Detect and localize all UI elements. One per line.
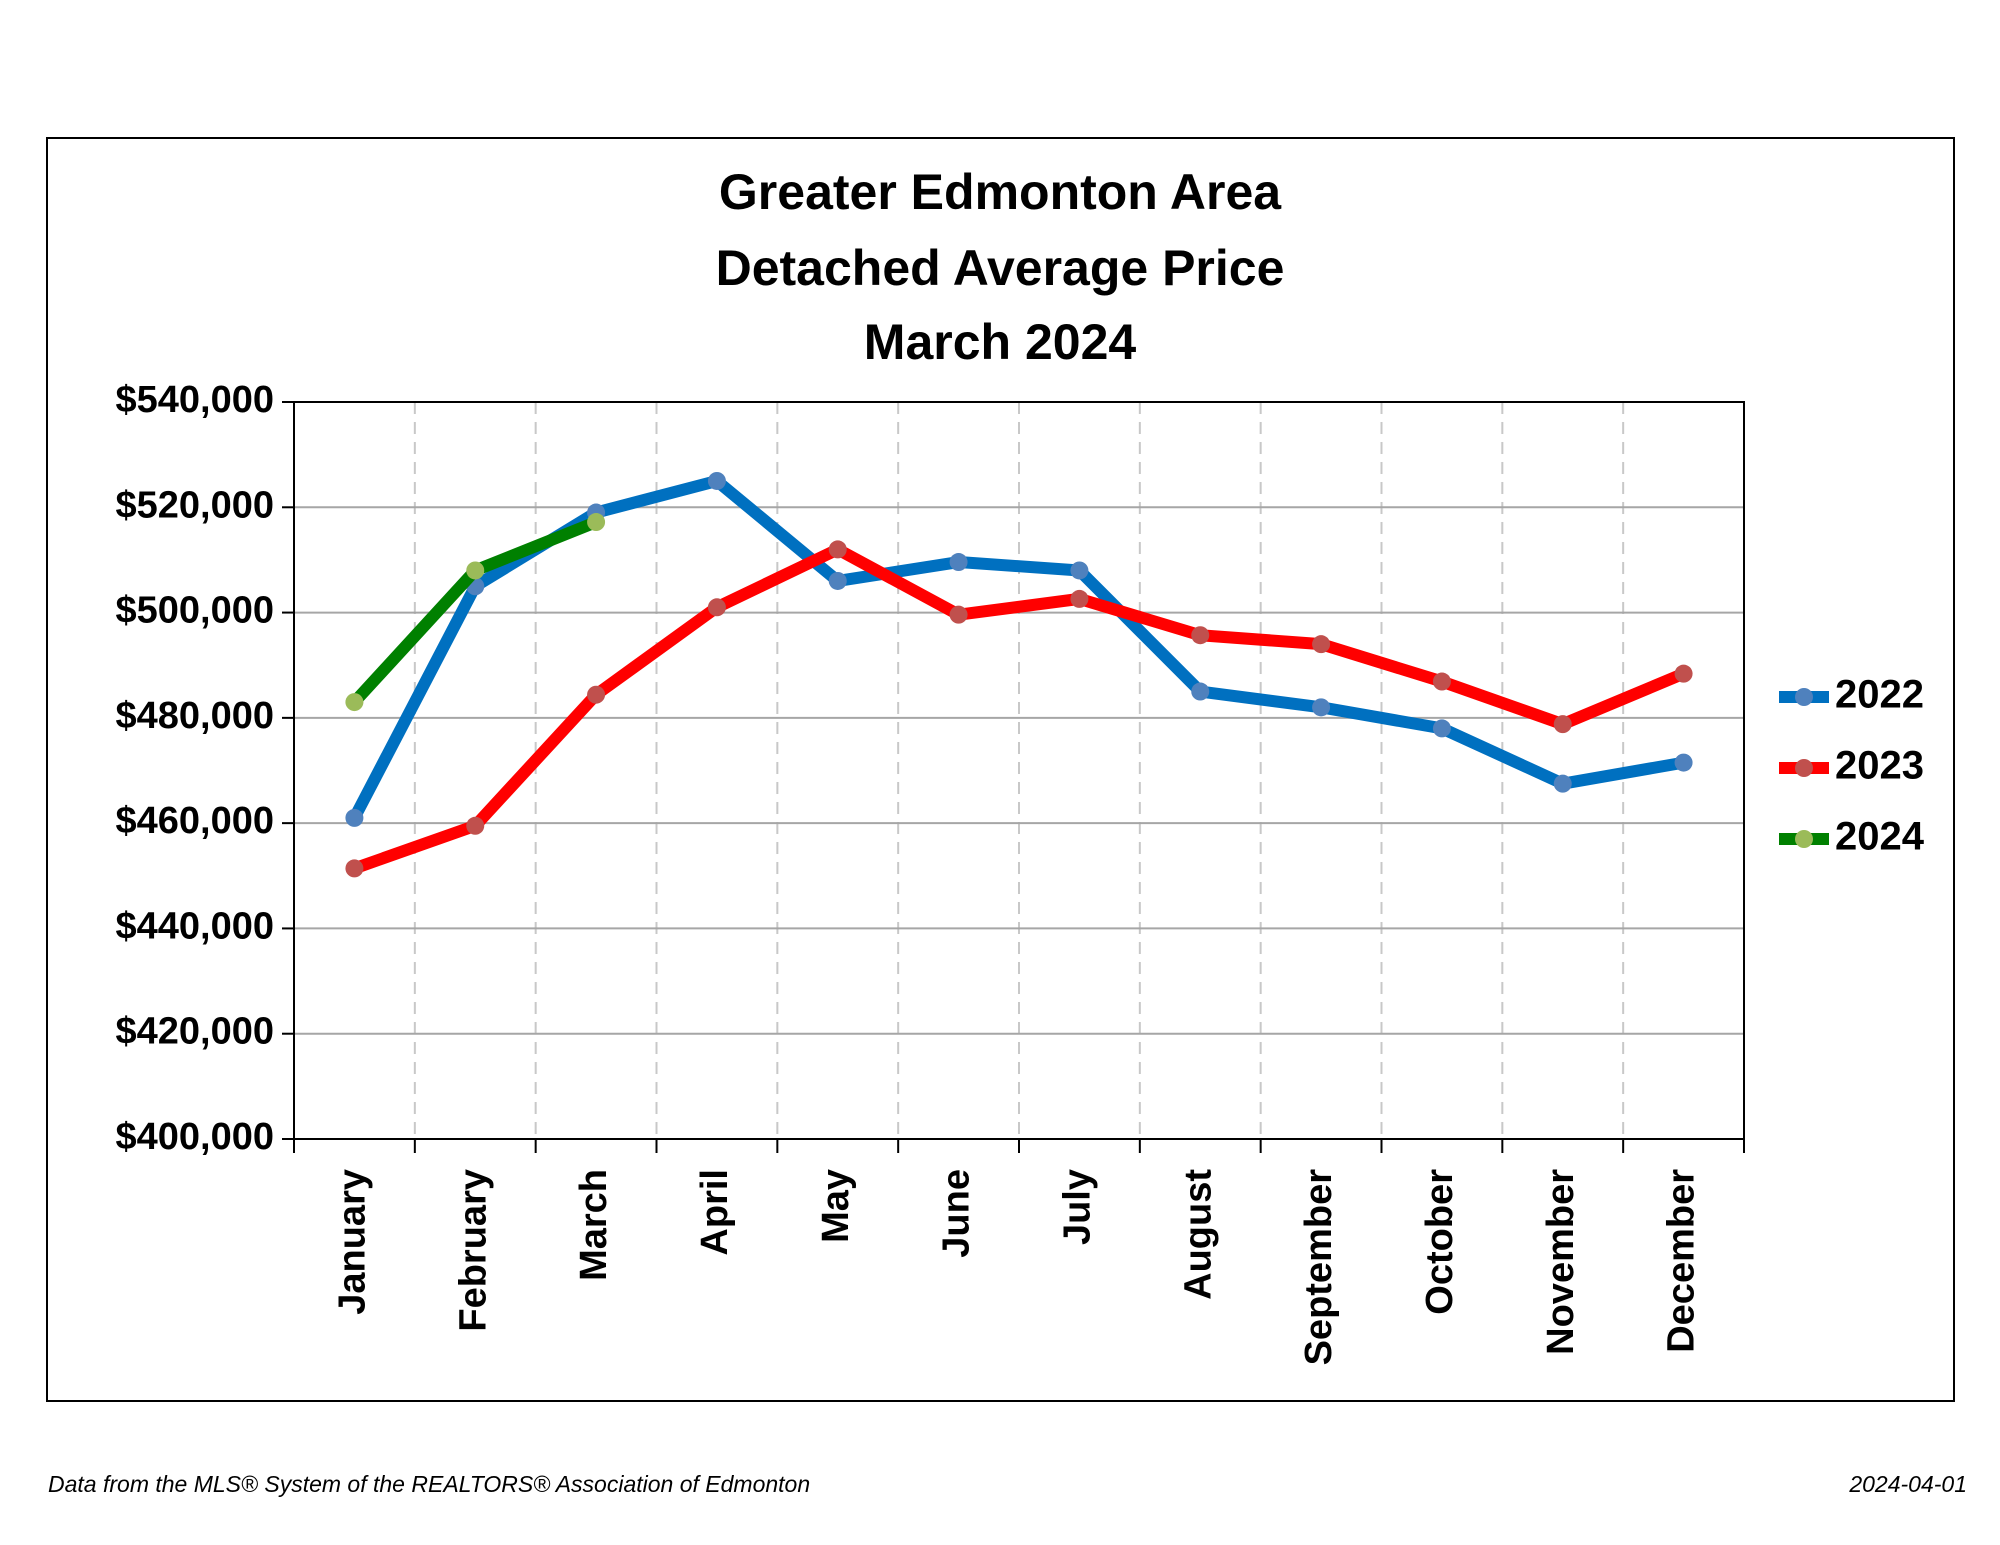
data-point — [1674, 753, 1693, 772]
x-tick-label: August — [1177, 1169, 1219, 1300]
data-point — [466, 816, 485, 835]
y-tick-label: $460,000 — [116, 800, 275, 842]
data-point — [345, 859, 364, 878]
footer-source: Data from the MLS® System of the REALTOR… — [48, 1471, 810, 1497]
chart-title: March 2024 — [864, 314, 1137, 370]
x-tick-label: June — [936, 1169, 978, 1258]
data-point — [949, 553, 968, 572]
chart-title: Detached Average Price — [716, 240, 1285, 296]
data-point — [1312, 635, 1331, 654]
y-tick-label: $420,000 — [116, 1011, 275, 1053]
x-tick-label: April — [694, 1169, 736, 1256]
y-tick-label: $480,000 — [116, 695, 275, 737]
data-point — [1070, 561, 1089, 580]
data-point — [949, 605, 968, 624]
data-point — [1432, 672, 1451, 691]
x-tick-label: July — [1056, 1169, 1098, 1245]
x-tick-label: November — [1540, 1169, 1582, 1355]
legend-marker — [1795, 688, 1813, 706]
y-tick-label: $440,000 — [116, 905, 275, 947]
data-point — [587, 513, 606, 532]
chart-title: Greater Edmonton Area — [719, 164, 1282, 220]
legend-label: 2024 — [1835, 815, 1925, 859]
data-point — [1674, 664, 1693, 683]
x-tick-label: March — [573, 1169, 615, 1281]
data-point — [466, 561, 485, 580]
data-point — [1070, 589, 1089, 608]
data-point — [1191, 682, 1210, 701]
y-tick-label: $500,000 — [116, 590, 275, 632]
x-tick-label: December — [1661, 1169, 1703, 1353]
x-tick-label: May — [815, 1169, 857, 1243]
y-tick-label: $540,000 — [116, 379, 275, 421]
x-tick-label: September — [1298, 1169, 1340, 1366]
y-tick-label: $520,000 — [116, 484, 275, 526]
data-point — [1553, 715, 1572, 734]
legend-marker — [1795, 759, 1813, 777]
data-point — [587, 685, 606, 704]
x-tick-label: January — [331, 1169, 373, 1315]
series-line — [348, 543, 1690, 875]
legend-label: 2023 — [1835, 744, 1924, 788]
data-point — [1553, 774, 1572, 793]
data-point — [707, 598, 726, 617]
data-point — [707, 471, 726, 490]
data-point — [1432, 719, 1451, 738]
legend-marker — [1795, 830, 1813, 848]
data-point — [1191, 626, 1210, 645]
x-tick-label: February — [452, 1169, 494, 1332]
data-point — [828, 540, 847, 559]
footer-date: 2024-04-01 — [1848, 1471, 1967, 1497]
data-point — [345, 693, 364, 712]
data-point — [1312, 698, 1331, 717]
x-tick-label: October — [1419, 1169, 1461, 1315]
data-point — [345, 808, 364, 827]
y-tick-label: $400,000 — [116, 1116, 275, 1158]
legend-label: 2022 — [1835, 673, 1924, 717]
data-point — [828, 571, 847, 590]
